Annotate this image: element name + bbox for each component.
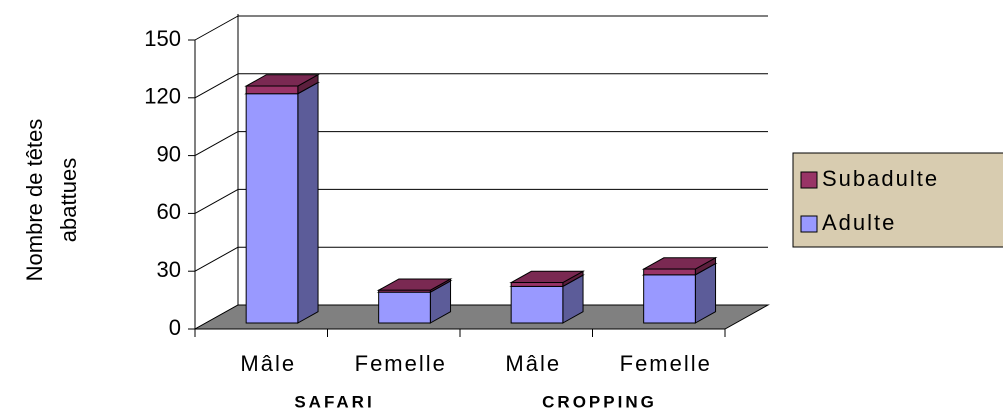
y-axis-label: Nombre de têtes abattues xyxy=(22,118,81,282)
legend-label: Adulte xyxy=(822,210,896,235)
x-tick-label: Mâle xyxy=(505,351,561,376)
y-tick-label: 150 xyxy=(144,26,181,51)
bar xyxy=(510,282,564,287)
grid-line-side xyxy=(194,15,239,41)
floor xyxy=(193,304,770,330)
grid-line-side xyxy=(194,246,239,272)
bar xyxy=(643,268,696,276)
bar-side xyxy=(297,81,319,324)
y-tick-label: 60 xyxy=(157,199,181,224)
y-tick-label: 0 xyxy=(169,315,181,340)
bar xyxy=(510,285,564,324)
grid-line-side xyxy=(194,73,239,99)
bar xyxy=(378,291,431,324)
y-tick-label: 90 xyxy=(157,141,181,166)
legend-swatch xyxy=(800,215,818,233)
bar xyxy=(378,289,431,293)
grid-line-side xyxy=(194,131,239,157)
x-tick-label: Mâle xyxy=(240,351,296,376)
legend xyxy=(792,152,1003,248)
legend-label: Subadulte xyxy=(822,166,939,191)
legend-swatch xyxy=(800,171,818,189)
x-tick-label: Femelle xyxy=(355,351,447,376)
group-label: CROPPING xyxy=(542,392,657,411)
bar xyxy=(245,93,299,324)
grid-line-side xyxy=(194,188,239,214)
bar xyxy=(245,85,299,95)
y-tick-label: 120 xyxy=(144,84,181,109)
x-tick-label: Femelle xyxy=(620,351,712,376)
y-tick-label: 30 xyxy=(157,257,181,282)
bar xyxy=(643,274,696,324)
group-label: SAFARI xyxy=(294,392,374,411)
